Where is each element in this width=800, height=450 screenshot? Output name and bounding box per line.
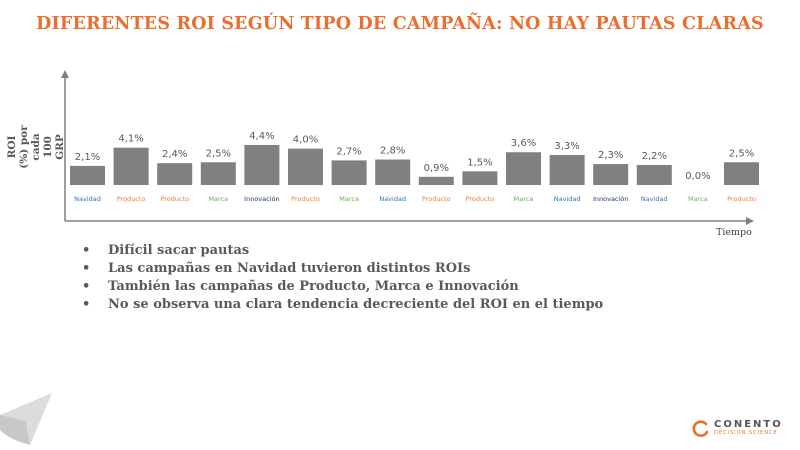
bar-value-label: 3,3% bbox=[554, 141, 579, 152]
bar-3 bbox=[157, 163, 193, 185]
x-axis-arrow bbox=[746, 217, 754, 225]
category-label: Innovación bbox=[593, 195, 628, 203]
bar-value-label: 2,8% bbox=[380, 146, 405, 157]
bar-10 bbox=[462, 171, 498, 185]
bar-value-label: 2,5% bbox=[206, 148, 231, 159]
roi-bar-chart: 2,1% Navidad 4,1% Producto 2,4% Producto 2,5% M… bbox=[61, 70, 759, 225]
category-label: Marca bbox=[208, 195, 228, 203]
logo-name: CONENTO bbox=[714, 419, 783, 430]
bar-value-label: 1,5% bbox=[467, 157, 492, 168]
bullet-item: • No se observa una clara tendencia decre… bbox=[78, 296, 603, 314]
bar-2 bbox=[113, 147, 149, 185]
category-label: Marca bbox=[688, 195, 708, 203]
bar-7 bbox=[331, 160, 367, 185]
bullet-text: También las campañas de Producto, Marca … bbox=[108, 279, 519, 294]
bar-13 bbox=[593, 164, 629, 185]
bar-14 bbox=[636, 164, 672, 185]
bullet-dot-icon: • bbox=[82, 279, 91, 294]
corner-arrow-decoration bbox=[0, 393, 52, 445]
category-label: Producto bbox=[160, 195, 189, 203]
category-label: Navidad bbox=[74, 195, 101, 203]
category-label: Innovación bbox=[244, 195, 279, 203]
bar-value-label: 3,6% bbox=[511, 138, 536, 149]
bullet-text: No se observa una clara tendencia decrec… bbox=[108, 297, 604, 312]
bar-5 bbox=[244, 144, 280, 185]
bar-value-label: 4,0% bbox=[293, 135, 318, 146]
bar-8 bbox=[375, 159, 411, 185]
bar-value-label: 2,2% bbox=[642, 151, 667, 162]
category-label: Producto bbox=[291, 195, 320, 203]
bar-1 bbox=[70, 165, 105, 185]
bar-value-label: 4,1% bbox=[118, 134, 143, 145]
y-axis-arrow bbox=[61, 70, 69, 78]
y-axis-label-box: ROI (%) por cada 100 GRP bbox=[6, 92, 66, 202]
category-label: Navidad bbox=[554, 195, 581, 203]
x-axis-label: Tiempo bbox=[716, 227, 752, 238]
category-label: Producto bbox=[422, 195, 451, 203]
category-label: Marca bbox=[339, 195, 359, 203]
bullet-text: Las campañas en Navidad tuvieron distint… bbox=[108, 261, 471, 276]
bullet-item: • Difícil sacar pautas bbox=[78, 242, 603, 260]
bullet-list: • Difícil sacar pautas • Las campañas en N… bbox=[78, 242, 603, 314]
bar-value-label: 4,4% bbox=[249, 131, 274, 142]
category-label: Producto bbox=[117, 195, 146, 203]
bar-value-label: 2,3% bbox=[598, 150, 623, 161]
category-label: Marca bbox=[514, 195, 534, 203]
bars-layer: 2,1% Navidad 4,1% Producto 2,4% Producto 2,5% M… bbox=[70, 131, 759, 203]
bar-9 bbox=[418, 176, 454, 185]
bar-value-label: 2,1% bbox=[75, 152, 100, 163]
bullet-item: • También las campañas de Producto, Marca… bbox=[78, 278, 603, 296]
category-label: Producto bbox=[727, 195, 756, 203]
y-axis-label: ROI (%) por cada 100 GRP bbox=[6, 125, 66, 169]
bar-value-label: 0,0% bbox=[685, 171, 710, 182]
bar-value-label: 2,5% bbox=[729, 148, 754, 159]
chart-axes bbox=[61, 70, 754, 225]
bar-4 bbox=[200, 162, 236, 185]
bar-16 bbox=[724, 162, 759, 185]
slide-title: DIFERENTES ROI SEGÚN TIPO DE CAMPAÑA: NO… bbox=[36, 14, 764, 34]
bar-12 bbox=[549, 154, 585, 185]
logo-tagline: DECISION SCIENCE bbox=[714, 430, 778, 436]
conento-logo-icon bbox=[692, 420, 709, 437]
bullet-dot-icon: • bbox=[82, 261, 91, 276]
bullet-dot-icon: • bbox=[82, 243, 91, 258]
bar-value-label: 2,7% bbox=[336, 146, 361, 157]
bar-11 bbox=[506, 152, 541, 185]
category-label: Producto bbox=[466, 195, 495, 203]
category-label: Navidad bbox=[641, 195, 668, 203]
conento-logo: CONENTO DECISION SCIENCE bbox=[692, 420, 783, 438]
bar-value-label: 0,9% bbox=[424, 163, 449, 174]
bullet-text: Difícil sacar pautas bbox=[108, 243, 250, 258]
bar-value-label: 2,4% bbox=[162, 149, 187, 160]
bar-6 bbox=[288, 148, 323, 185]
bullet-dot-icon: • bbox=[82, 297, 91, 312]
bullet-item: • Las campañas en Navidad tuvieron distin… bbox=[78, 260, 603, 278]
category-label: Navidad bbox=[379, 195, 406, 203]
